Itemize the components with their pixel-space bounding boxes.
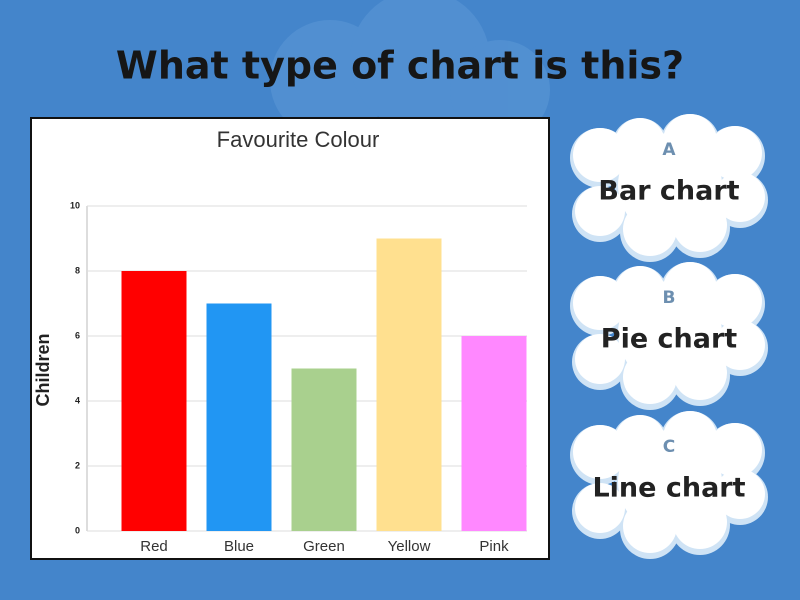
cloud-puff <box>708 274 762 328</box>
bar <box>206 303 272 531</box>
x-tick-label: Blue <box>224 538 254 555</box>
cloud-puff <box>575 334 625 384</box>
cloud-puff <box>618 281 722 385</box>
cloud-puff <box>618 430 722 534</box>
x-tick-label: Yellow <box>388 538 431 555</box>
chart-title: Favourite Colour <box>217 127 380 152</box>
option-letter: C <box>663 437 675 457</box>
plot-area: 0 2 4 6 8 10 Red Blue Green Yellow Pink <box>70 200 527 555</box>
cloud-puff <box>715 320 765 370</box>
y-tick-label: 0 <box>75 525 80 535</box>
y-tick-label: 4 <box>75 395 80 405</box>
cloud-puff <box>715 469 765 519</box>
option-letter: B <box>663 288 676 308</box>
cloud-puff <box>618 133 722 237</box>
cloud-puff <box>575 186 625 236</box>
cloud-puff <box>575 483 625 533</box>
answer-option[interactable]: C Line chart <box>570 411 768 559</box>
background-decoration <box>270 0 550 140</box>
x-tick-label: Green <box>303 538 345 555</box>
x-tick-label: Red <box>140 538 168 555</box>
x-tick-label: Pink <box>479 538 509 555</box>
cloud-puff <box>715 172 765 222</box>
answer-option[interactable]: A Bar chart <box>570 114 768 262</box>
cloud-puff <box>573 128 627 182</box>
answer-option[interactable]: B Pie chart <box>570 262 768 410</box>
answer-options: A Bar chart B Pie chart C Line chart <box>570 114 768 559</box>
bar <box>291 368 357 531</box>
y-tick-label: 2 <box>75 460 80 470</box>
option-text: Bar chart <box>598 176 739 207</box>
cloud-puff <box>708 423 762 477</box>
y-tick-label: 10 <box>70 200 80 210</box>
y-tick-label: 6 <box>75 330 80 340</box>
question: What type of chart is this? <box>116 44 684 88</box>
cloud-puff <box>708 126 762 180</box>
y-axis-label: Children <box>33 333 53 406</box>
bar <box>376 238 442 531</box>
option-text: Line chart <box>592 473 745 504</box>
bar <box>461 336 527 531</box>
cloud-puff <box>573 276 627 330</box>
y-tick-label: 8 <box>75 265 80 275</box>
option-letter: A <box>662 140 676 160</box>
option-text: Pie chart <box>601 324 738 355</box>
bar <box>121 271 187 531</box>
cloud-puff <box>573 425 627 479</box>
